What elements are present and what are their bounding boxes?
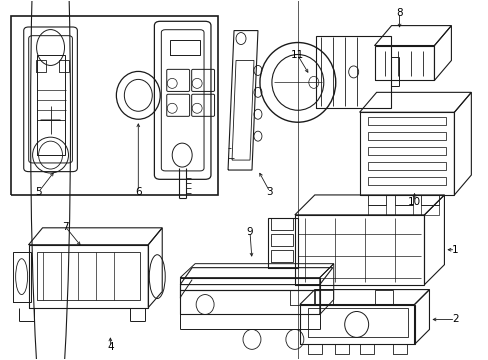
Text: 11: 11 — [291, 50, 304, 60]
Text: 3: 3 — [266, 187, 273, 197]
Text: 6: 6 — [135, 187, 142, 197]
Text: 7: 7 — [62, 222, 69, 232]
Text: 5: 5 — [35, 187, 42, 197]
Text: 8: 8 — [395, 8, 402, 18]
Text: 1: 1 — [451, 245, 458, 255]
Text: 2: 2 — [451, 314, 458, 324]
Text: 9: 9 — [246, 227, 253, 237]
Text: 10: 10 — [407, 197, 420, 207]
Text: 4: 4 — [107, 342, 114, 352]
